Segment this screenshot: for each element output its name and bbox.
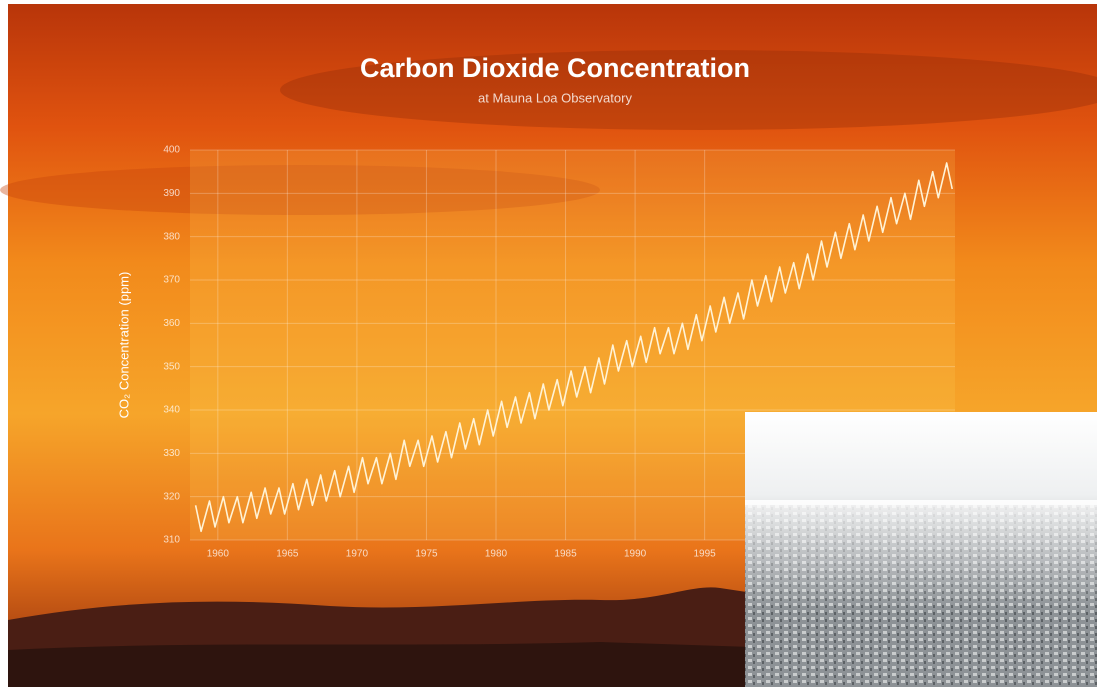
chart-subtitle: at Mauna Loa Observatory	[478, 90, 632, 105]
y-tick-label: 320	[163, 491, 180, 502]
photo-haze	[745, 500, 1097, 610]
x-tick-label: 1990	[624, 549, 647, 560]
page: Carbon Dioxide Concentration at Mauna Lo…	[0, 0, 1097, 687]
x-tick-label: 1985	[554, 549, 577, 560]
y-axis-label: CO₂ Concentration (ppm)	[116, 272, 131, 419]
y-tick-label: 340	[163, 405, 180, 416]
x-tick-label: 1960	[207, 549, 230, 560]
x-tick-label: 1970	[346, 549, 369, 560]
y-tick-label: 380	[163, 231, 180, 242]
chart-title: Carbon Dioxide Concentration	[360, 53, 750, 83]
y-tick-label: 390	[163, 188, 180, 199]
mountains-front	[8, 642, 840, 687]
y-tick-label: 400	[163, 145, 180, 156]
y-tick-label: 370	[163, 275, 180, 286]
x-tick-label: 1980	[485, 549, 508, 560]
chart: Carbon Dioxide Concentration at Mauna Lo…	[0, 0, 1097, 687]
photo-inset	[745, 412, 1097, 687]
y-tick-label: 350	[163, 361, 180, 372]
y-tick-label: 360	[163, 318, 180, 329]
x-tick-label: 1975	[415, 549, 438, 560]
y-tick-label: 310	[163, 535, 180, 546]
x-tick-label: 1995	[694, 549, 717, 560]
y-tick-label: 330	[163, 448, 180, 459]
x-tick-label: 1965	[276, 549, 299, 560]
